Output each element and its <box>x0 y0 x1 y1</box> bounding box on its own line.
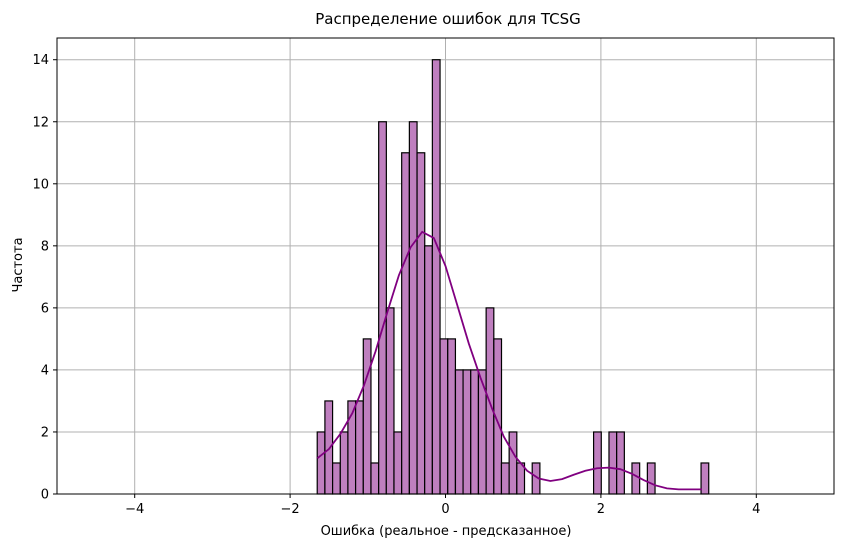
histogram-bar <box>439 338 449 495</box>
histogram-bar <box>500 462 510 495</box>
histogram-bar <box>431 59 441 495</box>
y-tick-label: 10 <box>32 177 49 192</box>
y-tick-label: 6 <box>41 301 49 316</box>
histogram-bar <box>454 369 464 495</box>
histogram-bar <box>592 431 602 495</box>
y-tick-label: 4 <box>41 363 49 378</box>
histogram-bar <box>700 462 710 495</box>
histogram-bar <box>370 462 380 495</box>
histogram-bar <box>631 462 641 495</box>
y-tick-label: 8 <box>41 239 49 254</box>
histogram-bar <box>447 338 457 495</box>
histogram-bar <box>324 400 334 495</box>
y-tick-label: 12 <box>32 115 49 130</box>
histogram-bar <box>424 245 433 495</box>
histogram-bar <box>470 369 480 495</box>
kde-curve <box>316 230 702 491</box>
histogram-bar <box>508 431 518 495</box>
histogram-bar <box>316 431 326 495</box>
histogram-bar <box>646 462 656 495</box>
histogram-bar <box>332 462 341 495</box>
histogram-bar <box>608 431 618 495</box>
x-tick-label: −4 <box>125 502 144 517</box>
y-tick-label: 0 <box>41 488 49 503</box>
x-tick-label: 4 <box>752 502 760 517</box>
x-tick-label: 2 <box>597 502 605 517</box>
x-tick-label: 0 <box>441 502 449 517</box>
histogram-bar <box>385 307 395 495</box>
histogram-bar <box>362 338 372 495</box>
x-axis-ticks: −4 −2 0 2 4 <box>125 494 760 517</box>
histogram-bar <box>416 152 426 495</box>
y-tick-label: 14 <box>32 53 49 68</box>
histogram-bars <box>316 59 710 495</box>
x-tick-label: −2 <box>281 502 300 517</box>
histogram-bar <box>393 431 403 495</box>
histogram-bar <box>378 121 387 495</box>
histogram-bar <box>462 369 472 495</box>
histogram-bar <box>401 152 410 495</box>
y-tick-label: 2 <box>41 425 49 440</box>
chart-title: Распределение ошибок для TCSG <box>315 10 581 28</box>
histogram-bar <box>339 431 349 495</box>
y-axis-label: Частота <box>11 237 26 292</box>
y-axis-ticks: 0 2 4 6 8 10 12 14 <box>32 53 57 503</box>
histogram-bar <box>355 400 364 495</box>
histogram-bar <box>616 431 625 495</box>
histogram-bar <box>408 121 418 495</box>
x-axis-label: Ошибка (реальное - предсказанное) <box>321 524 572 539</box>
